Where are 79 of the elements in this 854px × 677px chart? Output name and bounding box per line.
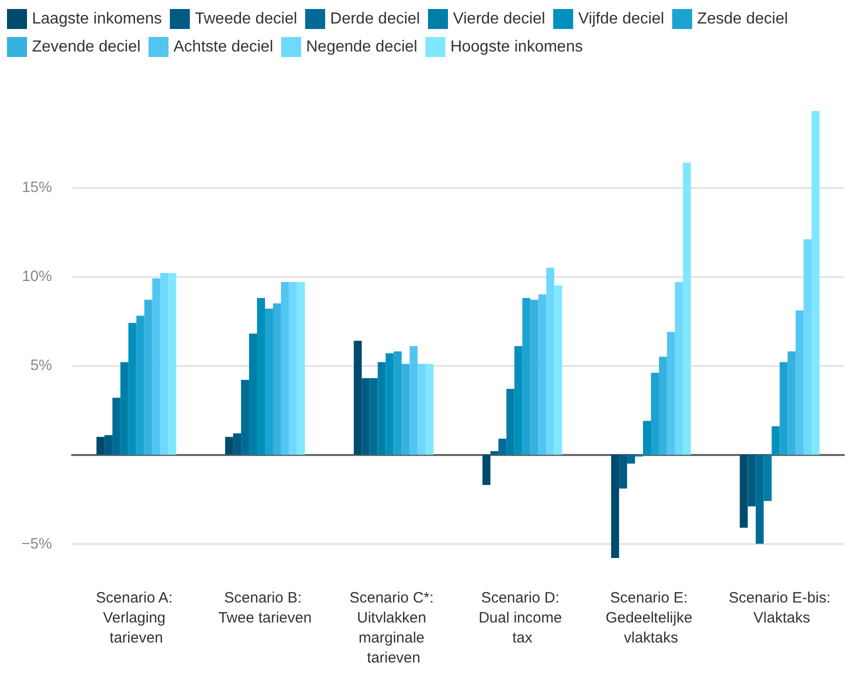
bar: [554, 286, 562, 455]
legend-label: Tweede deciel: [194, 10, 298, 28]
bar: [233, 433, 242, 455]
bar: [764, 454, 772, 502]
bar: [682, 162, 691, 455]
bar: [619, 454, 628, 489]
bar: [386, 353, 394, 455]
legend-label: Negende deciel: [306, 38, 418, 56]
bar: [272, 303, 281, 455]
bar: [627, 454, 636, 464]
legend-label: Vijfde deciel: [578, 10, 664, 28]
bar: [288, 282, 297, 455]
bar: [748, 454, 756, 506]
bar: [225, 436, 234, 455]
bar: [506, 388, 514, 455]
bar: [804, 239, 812, 455]
bar: [257, 298, 265, 455]
bar: [265, 308, 273, 455]
bar: [812, 111, 820, 455]
bar: [152, 278, 160, 455]
y-tick-label: −5%: [22, 535, 52, 552]
bar: [394, 351, 402, 455]
bar: [546, 268, 554, 455]
bar: [611, 454, 620, 558]
bar: [666, 332, 675, 455]
bar: [378, 362, 386, 455]
bar: [96, 436, 104, 455]
bar: [482, 454, 490, 485]
bar: [354, 340, 362, 455]
bar: [514, 346, 522, 455]
x-tick-label: Scenario D: Dual income tax: [478, 590, 566, 646]
bar: [128, 322, 136, 455]
bar: [112, 398, 120, 455]
bar: [538, 294, 546, 455]
legend-label: Vierde deciel: [452, 10, 546, 28]
bar: [426, 364, 434, 455]
bar: [658, 356, 667, 455]
bar: [651, 372, 659, 455]
legend-label: Derde deciel: [330, 10, 420, 28]
bar: [530, 300, 538, 455]
bar: [168, 273, 176, 455]
bar: [160, 273, 168, 455]
y-tick-label: 15%: [22, 179, 52, 196]
x-tick-label: Scenario E-bis: Vlaktaks: [728, 590, 831, 626]
bar: [296, 282, 305, 455]
bar: [490, 451, 498, 455]
bar: [402, 364, 410, 455]
x-tick-label: Scenario B: Twee tarieven: [218, 590, 312, 626]
bar: [104, 435, 112, 455]
bar: [772, 426, 780, 455]
y-tick-label: 10%: [22, 268, 52, 286]
bar: [144, 300, 152, 455]
bar: [674, 282, 683, 455]
bar: [756, 454, 764, 544]
bar: [788, 351, 796, 455]
bar: [498, 438, 506, 455]
bar: [780, 362, 788, 455]
x-tick-label: Scenario A: Verlaging tarieven: [96, 590, 177, 646]
bar: [410, 346, 418, 455]
bar: [241, 380, 250, 455]
bar: [643, 420, 651, 455]
legend-label: Zevende deciel: [32, 38, 141, 56]
bar: [362, 378, 370, 455]
legend-label: Laagste inkomens: [32, 10, 162, 28]
x-tick-label: Scenario E: Gedeeltelijke vlaktaks: [606, 590, 696, 646]
x-tick-label: Scenario C*: Uitvlakken marginale tarieven: [349, 590, 438, 666]
bar: [280, 282, 289, 455]
bar: [796, 310, 804, 455]
y-tick-label: 5%: [30, 357, 52, 374]
legend-label: Zesde deciel: [697, 10, 788, 28]
bar: [120, 362, 128, 455]
legend-label: Achtste deciel: [174, 38, 274, 56]
bar: [418, 364, 426, 455]
bar: [136, 316, 144, 455]
legend-label: Hoogste inkomens: [450, 38, 583, 56]
bar: [249, 334, 258, 455]
bar: [740, 454, 748, 528]
bar: [522, 298, 530, 455]
bar: [370, 378, 378, 455]
